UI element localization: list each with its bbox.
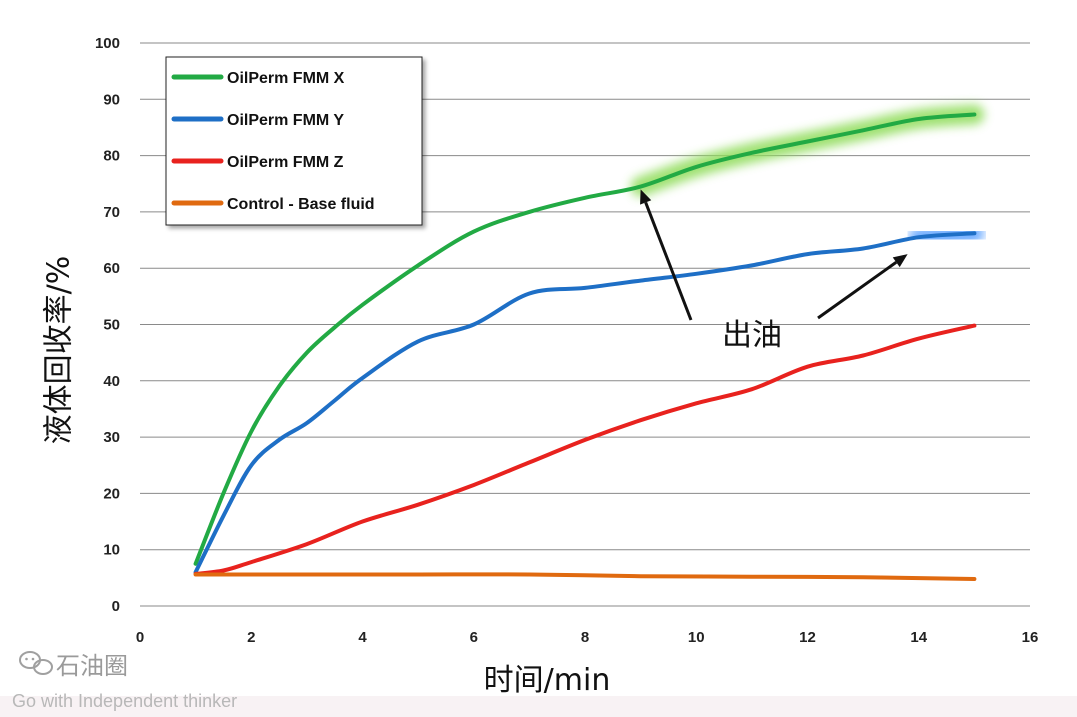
x-tick-label: 2 <box>247 629 255 646</box>
x-tick-label: 14 <box>910 629 927 646</box>
y-tick-label: 70 <box>103 204 120 221</box>
annotation-label: 出油 <box>722 318 782 353</box>
watermark-band <box>0 696 1077 717</box>
legend: OilPerm FMM X OilPerm FMM Y OilPerm FMM Z C… <box>165 56 423 226</box>
legend-label: Control - Base fluid <box>227 196 375 213</box>
x-tick-label: 0 <box>136 629 144 646</box>
annotation-arrow <box>817 261 898 320</box>
watermark: 石油圈 Go with Independent thinker <box>0 651 1077 717</box>
legend-label: OilPerm FMM Y <box>227 112 344 129</box>
y-tick-label: 60 <box>103 260 120 277</box>
series-glow <box>630 104 985 197</box>
series-line <box>193 231 977 575</box>
legend-label: OilPerm FMM Z <box>227 154 344 171</box>
y-ticks: 0 10 20 30 40 50 60 70 80 90 100 <box>95 35 120 615</box>
y-tick-label: 90 <box>103 91 120 108</box>
watermark-logo: 石油圈 <box>56 652 128 680</box>
y-tick-label: 20 <box>103 485 120 502</box>
y-tick-label: 0 <box>112 598 120 615</box>
y-tick-label: 100 <box>95 35 120 52</box>
series-line <box>193 112 977 566</box>
y-tick-label: 40 <box>103 373 120 390</box>
arrow-head-icon <box>892 254 908 268</box>
legend-box <box>165 56 423 226</box>
series-lines <box>193 112 977 581</box>
annotation: 出油 <box>640 189 908 353</box>
series-line <box>193 572 977 581</box>
y-tick-label: 10 <box>103 542 120 559</box>
y-tick-label: 80 <box>103 148 120 165</box>
x-tick-label: 10 <box>688 629 705 646</box>
x-tick-label: 16 <box>1022 629 1039 646</box>
y-tick-label: 30 <box>103 429 120 446</box>
arrow-head-icon <box>640 189 652 205</box>
annotation-arrow <box>644 201 693 321</box>
y-axis-title: 液体回收率/% <box>42 256 77 445</box>
x-ticks: 0 2 4 6 8 10 12 14 16 <box>136 629 1039 646</box>
y-tick-label: 50 <box>103 317 120 334</box>
x-tick-label: 8 <box>581 629 589 646</box>
glows <box>630 104 985 248</box>
series-line <box>193 323 977 576</box>
wechat-icon <box>19 651 53 675</box>
x-tick-label: 12 <box>799 629 816 646</box>
legend-label: OilPerm FMM X <box>227 70 345 87</box>
x-axis-title: 时间/min <box>484 663 611 698</box>
x-tick-label: 4 <box>358 629 367 646</box>
x-tick-label: 6 <box>470 629 478 646</box>
watermark-tagline: Go with Independent thinker <box>12 691 237 711</box>
